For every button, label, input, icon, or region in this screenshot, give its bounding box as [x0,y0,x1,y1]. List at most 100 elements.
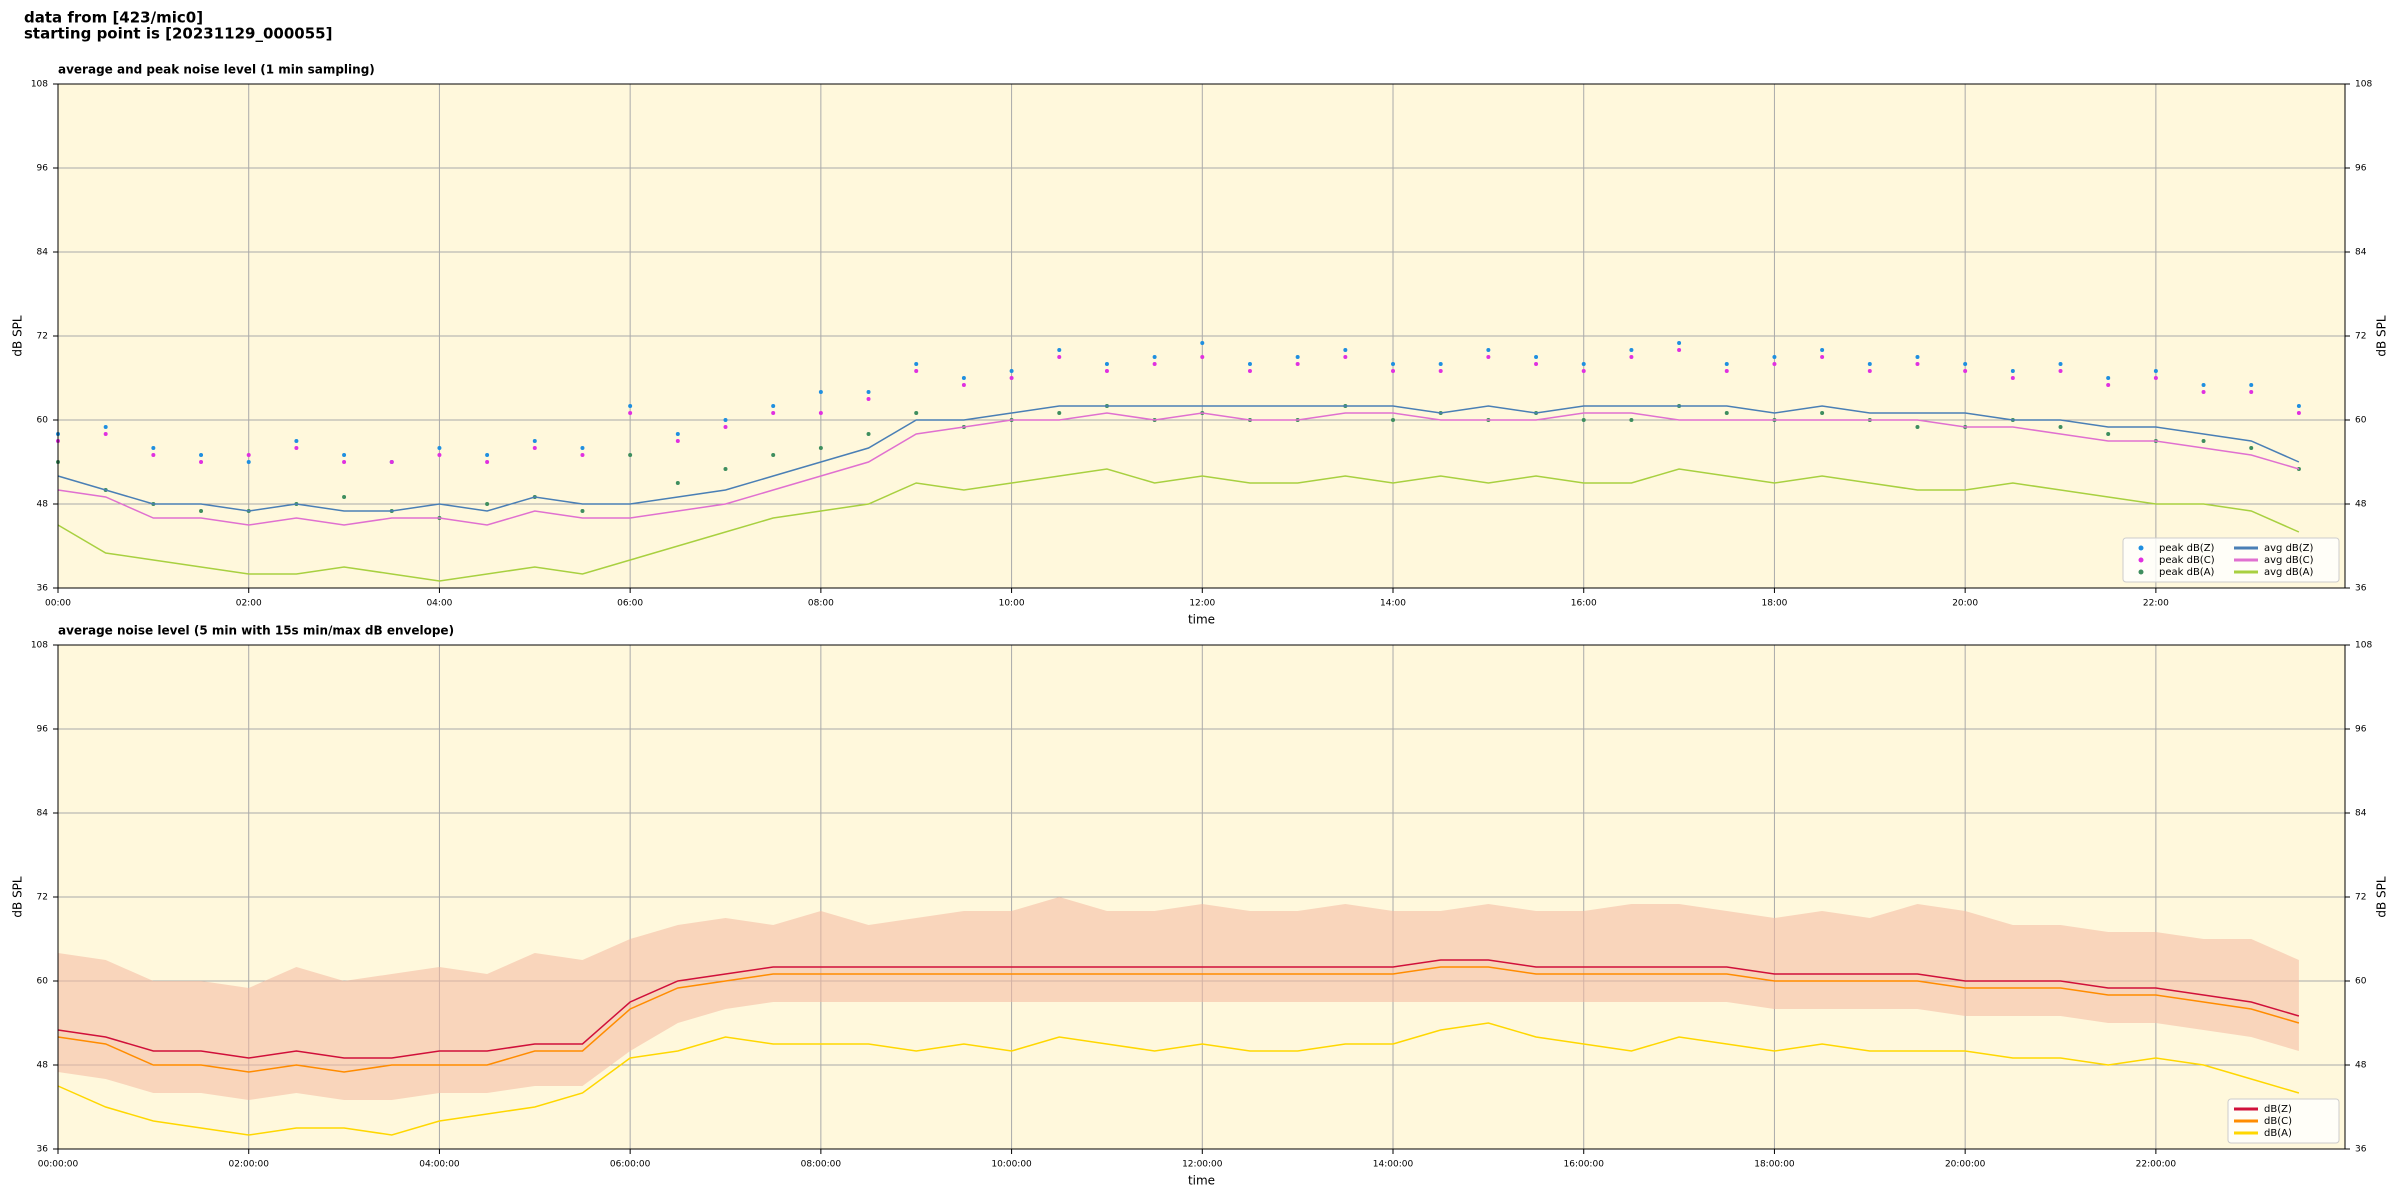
y2-axis-label: dB SPL [2375,315,2389,357]
peak-dot [866,397,871,401]
x-tick-label: 04:00 [426,599,452,609]
peak-dot [532,439,537,443]
peak-dot [2249,383,2254,387]
peak-dot [1629,355,1634,359]
peak-dot [2106,432,2111,436]
peak-dot [2106,383,2111,387]
legend-label: dB(Z) [2264,1104,2292,1115]
peak-dot [2010,369,2015,373]
peak-dot [1200,355,1205,359]
x-tick-label: 06:00 [617,599,643,609]
peak-dot [246,460,251,464]
x-tick-label: 16:00:00 [1564,1160,1605,1170]
peak-dot [771,404,776,408]
header-source: data from [423/mic0] [24,9,203,27]
peak-dot [723,467,728,471]
y-tick-label: 36 [37,584,49,594]
peak-dot [580,509,585,513]
peak-dot [1152,355,1157,359]
peak-dot [1724,369,1729,373]
peak-dot [1915,355,1920,359]
y2-tick-label: 84 [2355,809,2367,819]
peak-dot [1772,355,1777,359]
peak-dot [342,453,347,457]
legend-label: peak dB(Z) [2159,543,2215,554]
peak-dot [1343,348,1348,352]
peak-dot [2010,376,2015,380]
peak-dot [2296,411,2301,415]
y2-tick-label: 108 [2355,641,2372,651]
y-tick-label: 108 [31,80,48,90]
legend-label: dB(C) [2264,1116,2292,1127]
envelope-band [58,897,2299,1100]
chart-title: average and peak noise level (1 min samp… [58,63,375,77]
peak-dot [1677,341,1682,345]
peak-dot [1009,369,1014,373]
peak-dot [818,390,823,394]
peak-dot [1772,362,1777,366]
peak-dot [818,446,823,450]
peak-dot [914,369,919,373]
y-tick-label: 48 [37,500,49,510]
peak-dot [771,453,776,457]
peak-dot [2153,376,2158,380]
peak-dot [1963,369,1968,373]
legend-label: peak dB(C) [2159,555,2215,566]
y-tick-label: 96 [37,725,49,735]
peak-dot [1295,362,1300,366]
y2-tick-label: 84 [2355,248,2367,258]
peak-dot [2296,404,2301,408]
y2-tick-label: 48 [2355,1061,2367,1071]
y-tick-label: 72 [37,332,48,342]
peak-dot [199,509,204,513]
peak-dot [1724,411,1729,415]
peak-dot [437,453,442,457]
x-tick-label: 00:00 [45,599,71,609]
x-tick-label: 18:00:00 [1754,1160,1795,1170]
peak-dot [914,362,919,366]
peak-dot [1534,355,1539,359]
peak-dot [1009,376,1014,380]
peak-dot [2106,376,2111,380]
peak-dot [1867,362,1872,366]
x-tick-label: 14:00 [1380,599,1406,609]
y-tick-label: 60 [37,977,49,987]
y2-tick-label: 72 [2355,893,2366,903]
y2-tick-label: 60 [2355,977,2367,987]
peak-dot [485,453,490,457]
peak-dot [628,453,633,457]
peak-dot [2249,446,2254,450]
peak-dot [675,432,680,436]
peak-dot [1963,362,1968,366]
x-tick-label: 14:00:00 [1373,1160,1414,1170]
series-line [57,966,2300,1073]
y2-tick-label: 108 [2355,80,2372,90]
x-tick-label: 20:00 [1952,599,1978,609]
peak-dot [2201,439,2206,443]
peak-dot [1057,411,1062,415]
y-axis-label: dB SPL [11,876,25,918]
peak-dot [532,446,537,450]
x-tick-label: 08:00 [808,599,834,609]
series-line [57,412,2300,526]
x-tick-label: 04:00:00 [419,1160,460,1170]
peak-dot [151,446,156,450]
y-tick-label: 60 [37,416,49,426]
legend-marker [2138,569,2144,575]
y-tick-label: 84 [37,248,49,258]
peak-dot [1867,369,1872,373]
x-tick-label: 12:00 [1189,599,1215,609]
legend-marker [2138,557,2144,563]
y-tick-label: 36 [37,1145,49,1155]
peak-dot [151,453,156,457]
series-line [57,405,2300,512]
peak-dot [1438,362,1443,366]
peak-dot [580,446,585,450]
peak-dot [1438,369,1443,373]
peak-dot [580,453,585,457]
y-tick-label: 108 [31,641,48,651]
peak-dot [771,411,776,415]
y2-tick-label: 60 [2355,416,2367,426]
